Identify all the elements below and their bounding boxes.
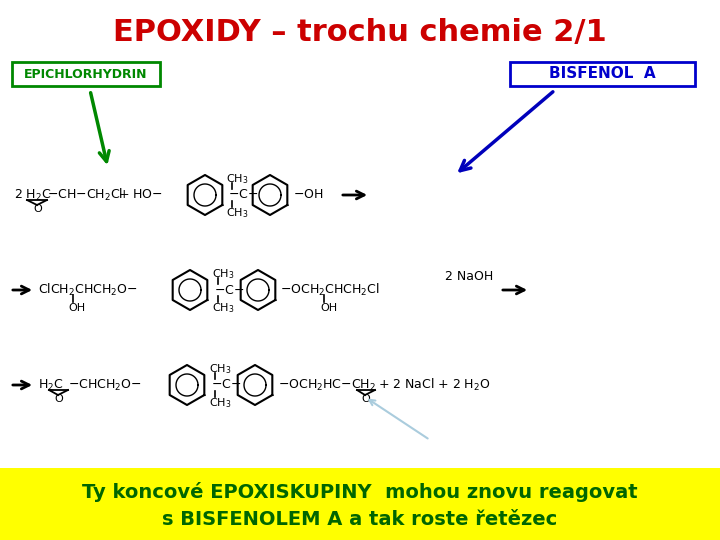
Text: 2 H$_2$C: 2 H$_2$C bbox=[14, 187, 52, 202]
Text: $-$C$-$: $-$C$-$ bbox=[211, 379, 241, 392]
Bar bbox=[510, 62, 695, 86]
Text: H$_2$C: H$_2$C bbox=[38, 377, 63, 393]
Text: $+$ HO$-$: $+$ HO$-$ bbox=[118, 188, 163, 201]
Text: $-$OCH$_2$HC$-$CH$_2$: $-$OCH$_2$HC$-$CH$_2$ bbox=[278, 377, 376, 393]
Text: O: O bbox=[54, 394, 63, 404]
Text: s BISFENOLEM A a tak roste řetězec: s BISFENOLEM A a tak roste řetězec bbox=[163, 510, 557, 529]
Text: $-$OH: $-$OH bbox=[293, 188, 323, 201]
Text: CH$_3$: CH$_3$ bbox=[212, 267, 235, 281]
Text: $-$C$-$: $-$C$-$ bbox=[214, 284, 244, 296]
Text: O: O bbox=[361, 394, 370, 404]
Bar bbox=[12, 62, 160, 86]
Text: Ty koncové EPOXISKUPINY  mohou znovu reagovat: Ty koncové EPOXISKUPINY mohou znovu reag… bbox=[82, 482, 638, 502]
Text: ClCH$_2$CHCH$_2$O$-$: ClCH$_2$CHCH$_2$O$-$ bbox=[38, 282, 138, 298]
Text: $-$C$-$: $-$C$-$ bbox=[228, 188, 258, 201]
Text: EPICHLORHYDRIN: EPICHLORHYDRIN bbox=[24, 68, 148, 80]
Text: CH$_3$: CH$_3$ bbox=[209, 396, 232, 410]
Text: CH$_3$: CH$_3$ bbox=[209, 362, 232, 376]
Text: $+$ 2 NaCl $+$ 2 H$_2$O: $+$ 2 NaCl $+$ 2 H$_2$O bbox=[378, 377, 490, 393]
Text: $-$OCH$_2$CHCH$_2$Cl: $-$OCH$_2$CHCH$_2$Cl bbox=[280, 282, 380, 298]
Text: EPOXIDY – trochu chemie 2/1: EPOXIDY – trochu chemie 2/1 bbox=[113, 17, 607, 46]
Text: 2 NaOH: 2 NaOH bbox=[445, 269, 493, 282]
Text: OH: OH bbox=[320, 303, 337, 313]
Bar bbox=[0, 468, 720, 540]
Text: CH$_3$: CH$_3$ bbox=[212, 301, 235, 315]
Text: BISFENOL  A: BISFENOL A bbox=[549, 66, 656, 82]
Text: CH$_3$: CH$_3$ bbox=[226, 206, 248, 220]
Text: OH: OH bbox=[68, 303, 85, 313]
Text: O: O bbox=[33, 204, 42, 214]
Text: $-$CHCH$_2$O$-$: $-$CHCH$_2$O$-$ bbox=[68, 377, 142, 393]
Text: CH$_3$: CH$_3$ bbox=[226, 172, 248, 186]
Text: $-$CH$-$CH$_2$Cl: $-$CH$-$CH$_2$Cl bbox=[47, 187, 123, 203]
